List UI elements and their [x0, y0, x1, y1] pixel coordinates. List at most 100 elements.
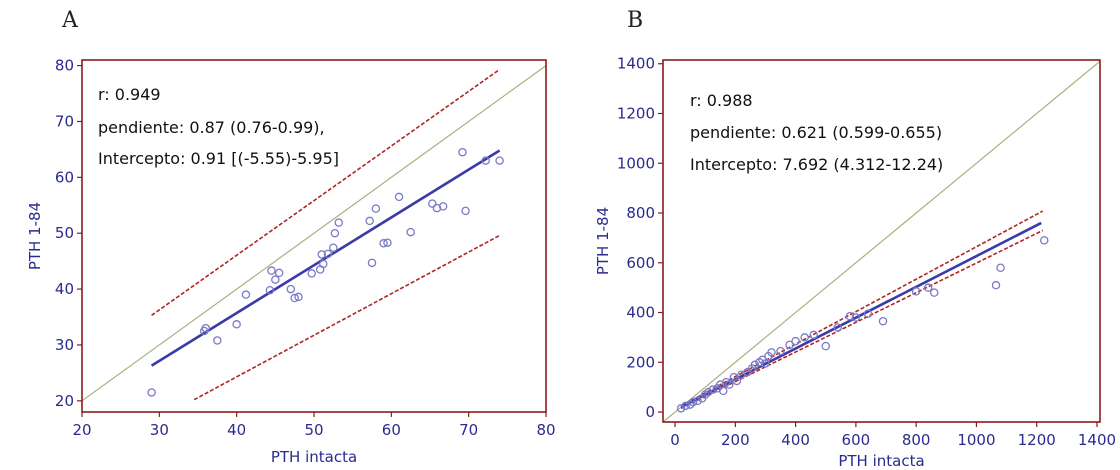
- data-point: [809, 330, 818, 340]
- data-point: [845, 312, 855, 321]
- plot-area-a: [82, 65, 546, 402]
- x-axis-title-b: PTH intacta: [838, 452, 924, 470]
- data-point: [676, 404, 686, 413]
- data-point: [329, 243, 338, 252]
- stats-annotation: Intercepto: 0.91 [(-5.55)-5.95]: [98, 149, 339, 168]
- data-point: [785, 340, 794, 350]
- y-tick-label: 70: [55, 112, 74, 130]
- stats-annotation: pendiente: 0.621 (0.599-0.655): [690, 123, 942, 142]
- x-tick-label: 80: [536, 421, 555, 439]
- data-point: [267, 266, 276, 275]
- panel-label-b: B: [627, 8, 644, 33]
- x-tick-label: 400: [781, 431, 810, 449]
- ci-upper-line-a: [151, 68, 501, 316]
- data-point: [750, 360, 760, 370]
- y-axis-title-b: PTH 1-84: [594, 207, 612, 275]
- data-point: [201, 323, 210, 333]
- y-tick-label: 30: [55, 336, 74, 354]
- panel-label-a: A: [62, 8, 78, 33]
- data-point: [330, 228, 340, 238]
- data-point: [323, 249, 333, 259]
- regression-line-a: [150, 149, 501, 367]
- y-tick-label: 80: [55, 57, 74, 75]
- data-point: [693, 396, 702, 406]
- y-tick-label: 1200: [617, 104, 655, 122]
- y-tick-label: 200: [626, 353, 655, 371]
- data-point: [147, 388, 156, 397]
- data-point: [334, 218, 343, 227]
- y-tick-label: 1400: [617, 55, 655, 73]
- y-tick-label: 60: [55, 168, 74, 186]
- data-point: [394, 192, 404, 202]
- data-point: [732, 376, 742, 386]
- x-tick-label: 0: [670, 431, 680, 449]
- data-point: [991, 280, 1001, 290]
- data-point: [458, 147, 467, 157]
- data-point: [274, 268, 284, 278]
- data-point: [406, 227, 415, 237]
- ci-upper-line-b: [680, 210, 1044, 407]
- data-point: [265, 285, 275, 295]
- data-point: [371, 204, 381, 213]
- stats-annotation: r: 0.988: [690, 91, 753, 110]
- data-point: [708, 385, 717, 394]
- x-tick-label: 800: [902, 431, 931, 449]
- stats-annotation: Intercepto: 7.692 (4.312-12.24): [690, 155, 943, 174]
- data-point: [791, 336, 800, 346]
- x-tick-label: 1200: [1018, 431, 1056, 449]
- chart-panel-b: 0 200 400 600 800 1000 1200 1400 0 200 400 600 800 10…: [594, 55, 1116, 470]
- y-tick-label: 40: [55, 280, 74, 298]
- data-point: [213, 336, 222, 345]
- stats-annotation: r: 0.949: [98, 85, 161, 104]
- data-point: [767, 348, 776, 357]
- data-point: [911, 287, 921, 296]
- data-point: [232, 320, 241, 329]
- stats-annotation: pendiente: 0.87 (0.76-0.99),: [98, 118, 325, 137]
- y-tick-label: 800: [626, 204, 655, 222]
- chart-panel-a: 20 30 40 50 60 70 80 20 30 40 50 60 70 80 PTH intacta P…: [26, 57, 556, 466]
- data-point: [307, 269, 316, 278]
- y-tick-label: 50: [55, 224, 74, 242]
- data-point: [1039, 236, 1049, 245]
- data-point: [428, 199, 437, 208]
- plot-frame-a: [81, 59, 547, 413]
- data-point: [761, 359, 770, 368]
- y-axis-title-a: PTH 1-84: [26, 202, 44, 270]
- data-point: [878, 316, 888, 326]
- data-point: [833, 323, 843, 332]
- data-point: [319, 259, 328, 269]
- data-point: [367, 258, 377, 268]
- data-point: [379, 239, 388, 248]
- data-point: [800, 333, 809, 342]
- data-point: [495, 156, 504, 165]
- x-tick-label: 70: [459, 421, 478, 439]
- x-axis-title-a: PTH intacta: [271, 448, 357, 466]
- x-tick-label: 600: [842, 431, 871, 449]
- data-point: [241, 290, 251, 299]
- data-point: [286, 284, 296, 294]
- regression-line-b: [680, 221, 1042, 409]
- data-point: [851, 313, 861, 322]
- data-point: [688, 397, 698, 407]
- data-point: [719, 386, 728, 396]
- data-point: [703, 387, 713, 397]
- data-point: [461, 206, 470, 216]
- y-tick-label: 400: [626, 304, 655, 322]
- plot-frame-b: [662, 59, 1101, 423]
- plot-area-b: [663, 60, 1100, 422]
- y-tick-label: 20: [55, 392, 74, 410]
- x-tick-label: 30: [150, 421, 169, 439]
- data-point: [681, 401, 690, 411]
- x-tick-label: 20: [72, 421, 91, 439]
- ci-lower-line-a: [193, 234, 500, 401]
- x-tick-label: 200: [721, 431, 750, 449]
- x-tick-label: 50: [304, 421, 323, 439]
- data-point: [996, 263, 1005, 272]
- data-point: [863, 309, 873, 319]
- data-point: [432, 203, 442, 213]
- data-point: [438, 202, 448, 211]
- data-point: [290, 293, 299, 303]
- data-point: [481, 156, 490, 165]
- x-tick-label: 60: [382, 421, 401, 439]
